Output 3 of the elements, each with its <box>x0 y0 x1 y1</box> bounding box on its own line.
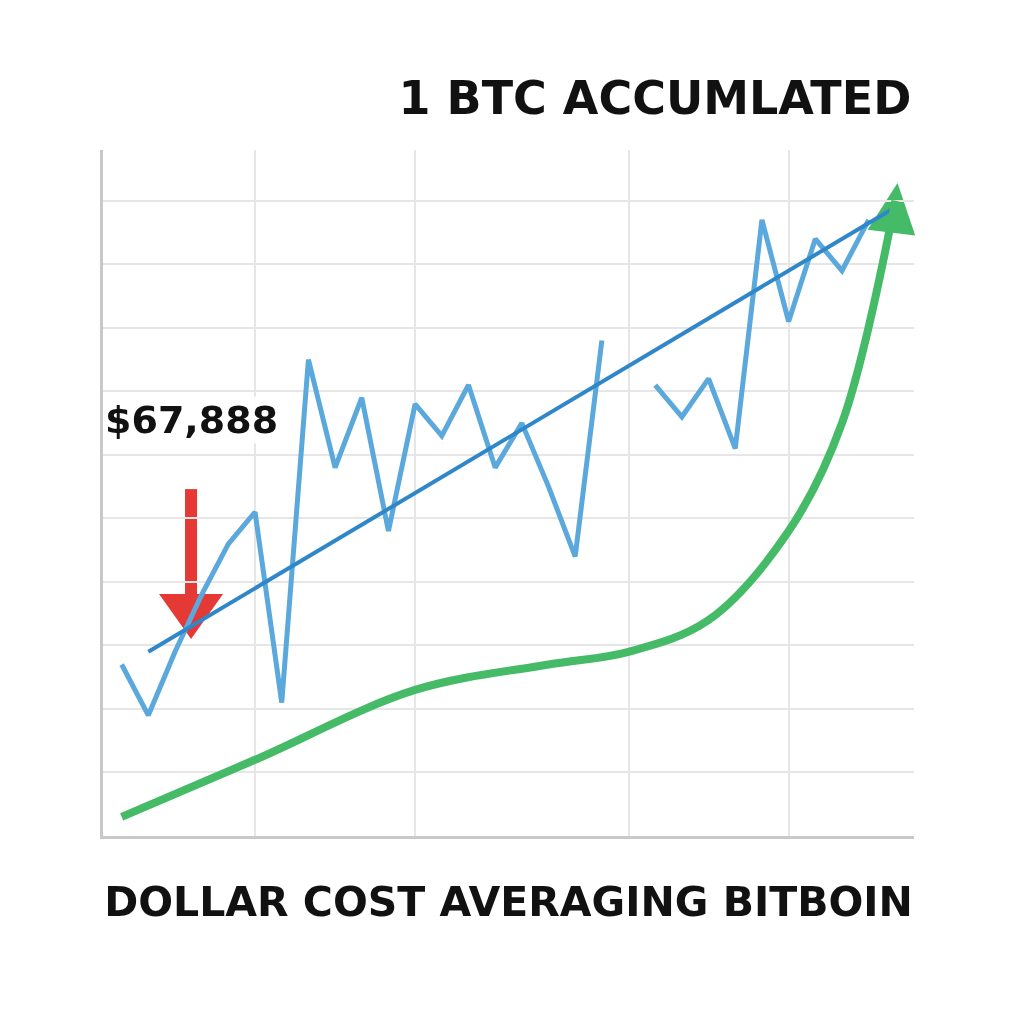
x-axis-title: DOLLAR COST AVERAGING BITBOIN <box>104 878 913 927</box>
chart-title: 1 BTC ACCUMLATED <box>398 71 912 126</box>
annotation: $67,888 <box>105 398 279 442</box>
